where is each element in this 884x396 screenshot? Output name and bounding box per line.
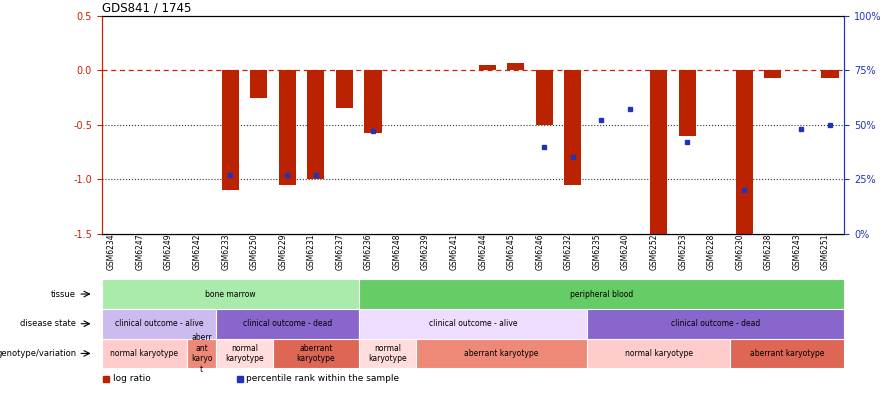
Text: tissue: tissue [51, 289, 76, 299]
Text: GSM6237: GSM6237 [335, 234, 345, 270]
Text: clinical outcome - alive: clinical outcome - alive [115, 319, 203, 328]
Text: percentile rank within the sample: percentile rank within the sample [247, 375, 400, 383]
Bar [222, 70, 239, 190]
Text: GSM6241: GSM6241 [450, 234, 459, 270]
Bar [336, 70, 353, 109]
Text: GSM6232: GSM6232 [564, 234, 573, 270]
Text: normal
karyotype: normal karyotype [368, 344, 407, 363]
Text: GSM6228: GSM6228 [706, 234, 716, 270]
Text: normal karyotype: normal karyotype [625, 349, 692, 358]
Bar [735, 70, 753, 247]
Text: GSM6242: GSM6242 [193, 234, 202, 270]
Text: genotype/variation: genotype/variation [0, 349, 76, 358]
Bar [250, 70, 267, 97]
Bar [587, 339, 730, 368]
Bar [308, 70, 324, 179]
Bar [765, 70, 781, 78]
Bar [679, 70, 696, 135]
Text: GSM6249: GSM6249 [164, 234, 173, 270]
Text: GSM6253: GSM6253 [678, 234, 687, 270]
Text: GSM6234: GSM6234 [107, 234, 116, 270]
Bar [216, 339, 273, 368]
Text: normal
karyotype: normal karyotype [225, 344, 263, 363]
Bar [187, 339, 216, 368]
Bar [359, 279, 844, 309]
Text: GSM6245: GSM6245 [507, 234, 515, 270]
Text: aberr
ant
karyo
t: aberr ant karyo t [191, 333, 212, 373]
Text: clinical outcome - dead: clinical outcome - dead [671, 319, 760, 328]
Text: clinical outcome - alive: clinical outcome - alive [429, 319, 517, 328]
Bar [507, 63, 524, 70]
Text: log ratio: log ratio [113, 375, 150, 383]
Bar [821, 70, 839, 78]
Text: GSM6238: GSM6238 [764, 234, 773, 270]
Bar [102, 339, 187, 368]
Bar [102, 309, 216, 339]
Bar [359, 309, 587, 339]
Text: peripheral blood: peripheral blood [570, 289, 633, 299]
Bar [102, 279, 359, 309]
Text: bone marrow: bone marrow [205, 289, 255, 299]
Text: GSM6251: GSM6251 [821, 234, 830, 270]
Bar [359, 339, 415, 368]
Text: GSM6252: GSM6252 [650, 234, 659, 270]
Bar [216, 309, 359, 339]
Bar [278, 70, 296, 185]
Text: clinical outcome - dead: clinical outcome - dead [243, 319, 332, 328]
Text: GSM6239: GSM6239 [421, 234, 431, 270]
Text: GSM6246: GSM6246 [536, 234, 545, 270]
Text: GSM6231: GSM6231 [307, 234, 316, 270]
Text: disease state: disease state [20, 319, 76, 328]
Bar [564, 70, 582, 185]
Text: GSM6248: GSM6248 [392, 234, 401, 270]
Text: GSM6250: GSM6250 [250, 234, 259, 270]
Bar [273, 339, 359, 368]
Text: GSM6236: GSM6236 [364, 234, 373, 270]
Text: normal karyotype: normal karyotype [110, 349, 179, 358]
Text: GSM6233: GSM6233 [221, 234, 230, 270]
Bar [415, 339, 587, 368]
Text: GSM6240: GSM6240 [621, 234, 630, 270]
Bar [536, 70, 552, 125]
Text: GSM6229: GSM6229 [278, 234, 287, 270]
Text: GDS841 / 1745: GDS841 / 1745 [102, 2, 191, 15]
Text: aberrant
karyotype: aberrant karyotype [296, 344, 335, 363]
Text: aberrant karyotype: aberrant karyotype [750, 349, 824, 358]
Text: GSM6230: GSM6230 [735, 234, 744, 270]
Text: GSM6247: GSM6247 [135, 234, 144, 270]
Bar [478, 65, 496, 70]
Bar [730, 339, 844, 368]
Bar [650, 70, 667, 239]
Text: GSM6235: GSM6235 [592, 234, 601, 270]
Text: GSM6244: GSM6244 [478, 234, 487, 270]
Bar [364, 70, 382, 133]
Text: aberrant karyotype: aberrant karyotype [464, 349, 538, 358]
Bar [587, 309, 844, 339]
Text: GSM6243: GSM6243 [792, 234, 802, 270]
